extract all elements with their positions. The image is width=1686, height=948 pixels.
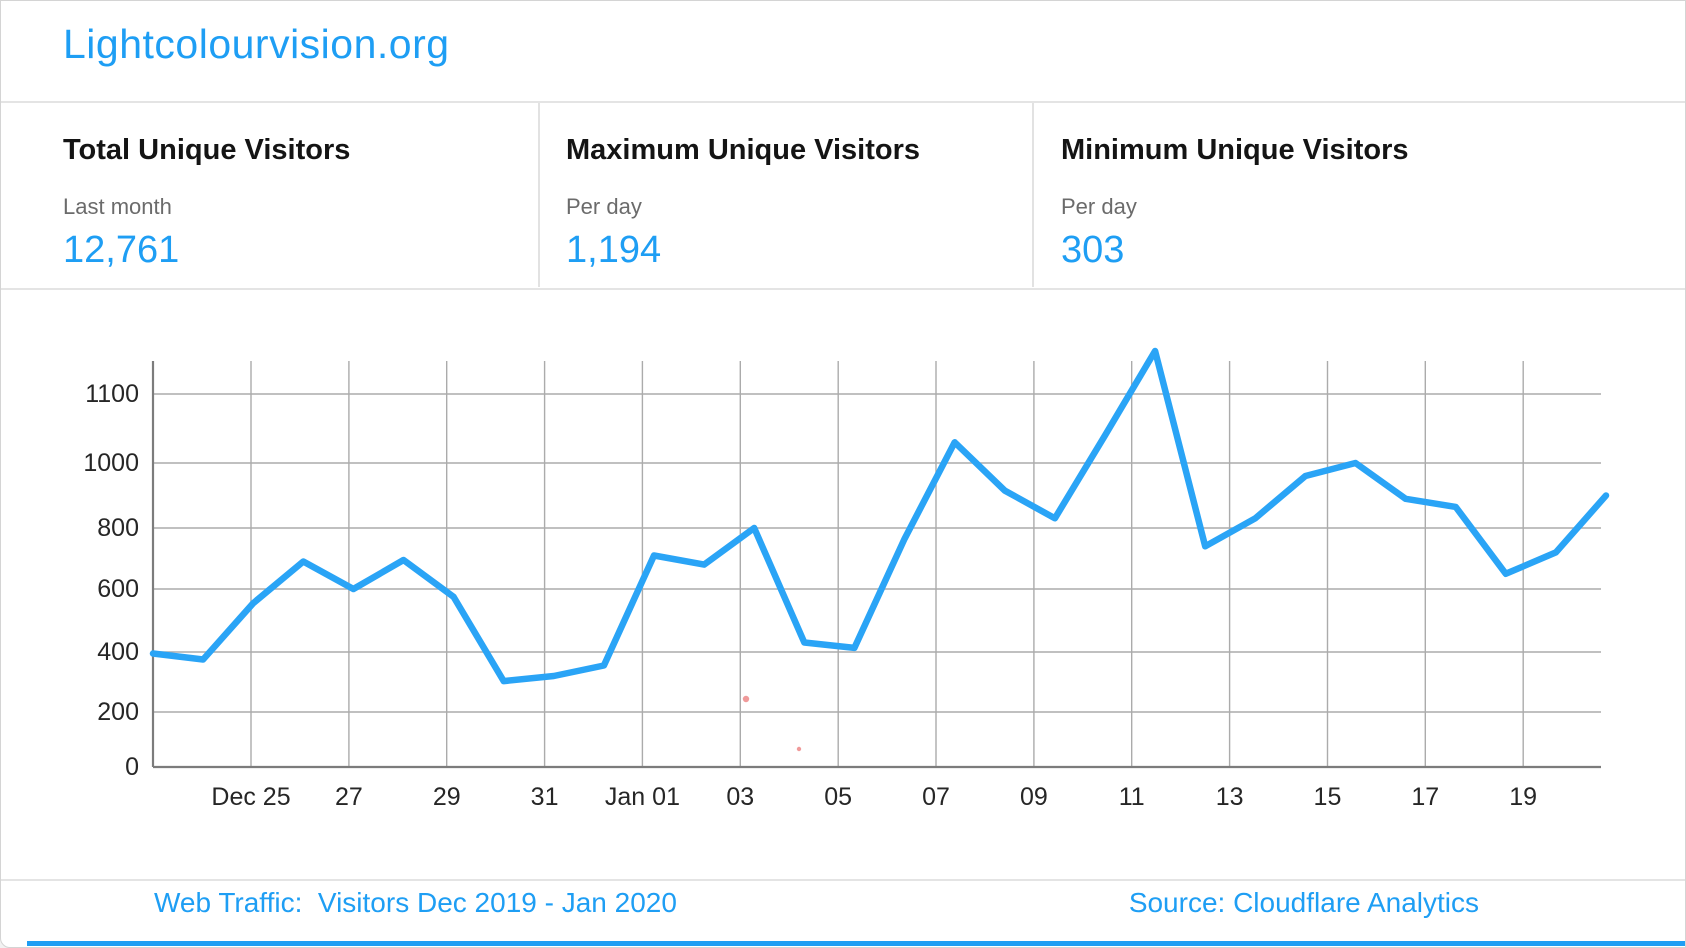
- x-axis-tick-label: 29: [432, 783, 461, 811]
- x-axis-tick-label: Dec 25: [211, 783, 291, 811]
- stat-card-total-value: 12,761: [63, 229, 180, 271]
- stat-card-max-value: 1,194: [566, 229, 662, 271]
- y-axis-tick-label: 1000: [83, 449, 139, 477]
- y-axis-tick-label: 600: [97, 575, 139, 603]
- stat-card-total-period: Last month: [63, 194, 172, 219]
- x-axis-tick-label: 15: [1313, 783, 1342, 811]
- stat-card-min-value: 303: [1061, 229, 1125, 271]
- y-axis-tick-label: 1100: [85, 380, 139, 408]
- stat-card-min-period: Per day: [1061, 194, 1137, 219]
- visitors-series-line: [149, 347, 1610, 685]
- stray-dot: [742, 695, 750, 703]
- y-axis-tick-label: 800: [97, 514, 139, 542]
- footer-divider: [1, 879, 1685, 881]
- stray-dot: [796, 746, 802, 752]
- x-axis-tick-label: 03: [726, 783, 755, 811]
- x-axis-tick-label: 11: [1118, 783, 1145, 811]
- cards-divider: [1, 288, 1685, 290]
- card-divider: [538, 103, 540, 287]
- source-credit: Source: Cloudflare Analytics: [1128, 887, 1479, 918]
- stat-card-total-title: Total Unique Visitors: [63, 134, 351, 166]
- window-bottom-edge: [27, 941, 1685, 946]
- y-axis-tick-label: 400: [97, 638, 139, 666]
- stat-card-min-title: Minimum Unique Visitors: [1061, 134, 1409, 166]
- stat-card-max-title: Maximum Unique Visitors: [566, 134, 920, 166]
- x-axis-tick-label: 31: [530, 783, 559, 811]
- x-axis-tick-label: 09: [1019, 783, 1048, 811]
- card-divider: [1032, 103, 1034, 287]
- x-axis-tick-label: 05: [824, 783, 853, 811]
- x-axis-tick-label: 07: [922, 783, 950, 811]
- x-axis-tick-label: 27: [334, 783, 363, 811]
- x-axis-tick-label: Jan 01: [604, 783, 680, 811]
- chart-caption: Web Traffic: Visitors Dec 2019 - Jan 202…: [154, 887, 677, 918]
- page-title: Lightcolourvision.org: [63, 21, 450, 67]
- x-axis-tick-label: 17: [1411, 783, 1440, 811]
- stat-card-max-period: Per day: [566, 194, 642, 219]
- x-axis-tick-label: 19: [1509, 783, 1538, 811]
- y-axis-tick-label: 200: [97, 698, 139, 726]
- header-divider: [1, 101, 1685, 103]
- y-axis-tick-label: 0: [125, 753, 139, 781]
- x-axis-tick-label: 13: [1215, 783, 1244, 811]
